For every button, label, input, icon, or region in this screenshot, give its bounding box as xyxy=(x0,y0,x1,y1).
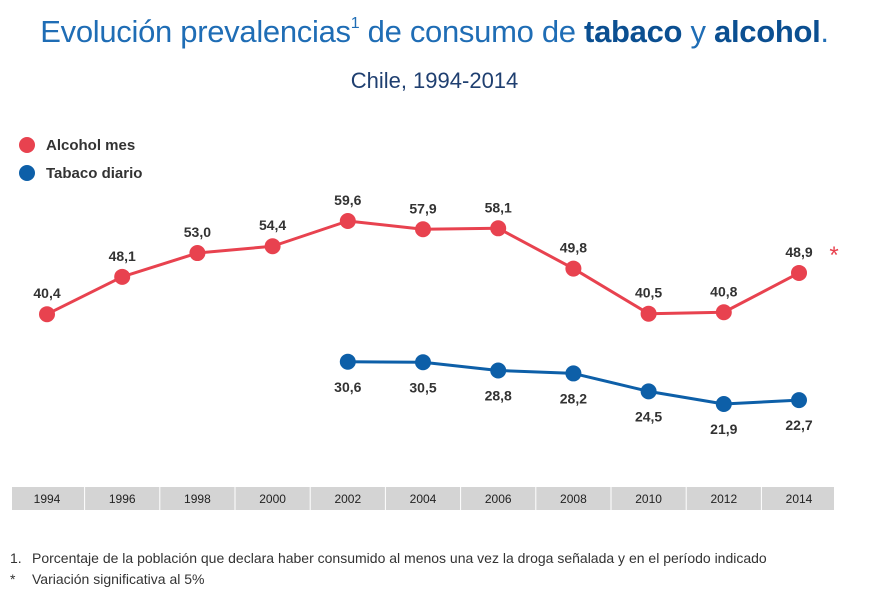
data-point-alcohol-mes xyxy=(415,221,431,238)
footnote-2: * Variación significativa al 5% xyxy=(10,569,767,590)
series-lines xyxy=(46,219,800,406)
data-label-alcohol-mes: 49,8 xyxy=(560,240,587,256)
data-label-alcohol-mes: 59,6 xyxy=(334,192,361,208)
x-tick-label: 2010 xyxy=(635,492,662,506)
data-point-tabaco-diario xyxy=(339,353,356,370)
data-label-tabaco-diario: 30,5 xyxy=(409,379,436,395)
chart-title: Evolución prevalencias1 de consumo de ta… xyxy=(0,14,869,50)
chart-subtitle: Chile, 1994-2014 xyxy=(350,68,519,93)
data-label-alcohol-mes: 53,0 xyxy=(184,224,211,240)
x-tick-label: 2008 xyxy=(560,492,587,506)
legend-marker-alcohol-mes xyxy=(19,137,35,153)
footnotes: 1. Porcentaje de la población que declar… xyxy=(10,548,767,590)
x-tick-label: 2000 xyxy=(259,492,286,506)
data-label-alcohol-mes: 58,1 xyxy=(485,199,512,215)
x-tick-cell xyxy=(611,487,686,510)
data-label-tabaco-diario: 28,2 xyxy=(560,390,587,406)
line-chart: Alcohol mes Tabaco diario 1994 1996 1998 200… xyxy=(12,137,839,510)
x-tick-label: 2014 xyxy=(786,492,813,506)
x-tick-label: 2006 xyxy=(485,492,512,506)
title-bold-tabaco: tabaco xyxy=(584,14,683,49)
x-tick-cell xyxy=(536,487,611,510)
footnote-2-text: Variación significativa al 5% xyxy=(32,571,205,587)
x-axis: 1994 1996 1998 2000 2002 2004 2006 2008 2010 2012… xyxy=(12,487,834,510)
data-point-alcohol-mes xyxy=(189,245,206,262)
data-label-alcohol-mes: 48,1 xyxy=(109,248,136,264)
x-tick-label: 2002 xyxy=(334,492,361,506)
data-label-alcohol-mes: 40,5 xyxy=(635,285,662,301)
title-bold-alcohol: alcohol xyxy=(714,14,821,49)
x-tick-cell xyxy=(686,487,761,510)
x-tick-cell xyxy=(160,487,235,510)
legend: Alcohol mes Tabaco diario xyxy=(19,137,142,182)
x-tick-cell xyxy=(310,487,385,510)
data-point-alcohol-mes xyxy=(715,304,732,321)
data-label-alcohol-mes: 40,4 xyxy=(33,285,60,301)
data-point-alcohol-mes xyxy=(565,260,582,277)
data-label-tabaco-diario: 21,9 xyxy=(710,421,737,437)
data-point-alcohol-mes xyxy=(114,268,131,285)
x-tick-cell xyxy=(761,487,834,510)
title-footnote-marker: 1 xyxy=(350,15,360,32)
data-point-tabaco-diario xyxy=(565,365,582,382)
title-part-3: y xyxy=(682,14,714,49)
x-tick-cell xyxy=(385,487,461,510)
data-label-alcohol-mes: 48,9 xyxy=(785,244,812,260)
footnote-1: 1. Porcentaje de la población que declar… xyxy=(10,548,767,569)
data-point-tabaco-diario xyxy=(715,396,732,412)
data-point-tabaco-diario xyxy=(640,383,657,400)
x-tick-cell xyxy=(85,487,160,510)
x-tick-label: 2012 xyxy=(710,492,737,506)
footnote-1-text: Porcentaje de la población que declara h… xyxy=(32,550,767,566)
data-label-tabaco-diario: 24,5 xyxy=(635,408,662,424)
footnote-1-mark: 1. xyxy=(10,550,22,566)
footnote-2-mark: * xyxy=(10,571,16,587)
title-part-2: de consumo de xyxy=(359,14,585,49)
data-label-tabaco-diario: 30,6 xyxy=(334,379,361,395)
x-tick-label: 1994 xyxy=(34,492,61,506)
data-point-tabaco-diario xyxy=(791,392,807,409)
x-tick-cell xyxy=(235,487,310,510)
data-label-alcohol-mes: 40,8 xyxy=(710,283,737,299)
x-tick-label: 1998 xyxy=(184,492,211,506)
data-point-tabaco-diario xyxy=(415,354,431,371)
data-point-alcohol-mes xyxy=(339,213,356,229)
data-point-alcohol-mes xyxy=(640,305,657,322)
data-point-alcohol-mes xyxy=(490,220,507,237)
significance-asterisk: * xyxy=(829,242,838,269)
x-tick-cell xyxy=(461,487,536,510)
data-label-alcohol-mes: 57,9 xyxy=(409,200,436,216)
data-point-alcohol-mes xyxy=(791,264,807,281)
x-tick-cell xyxy=(12,487,85,510)
title-part-4: . xyxy=(820,14,829,49)
data-point-tabaco-diario xyxy=(490,362,507,379)
x-tick-label: 2004 xyxy=(410,492,437,506)
data-label-tabaco-diario: 22,7 xyxy=(785,417,812,433)
legend-label-alcohol-mes: Alcohol mes xyxy=(46,137,135,154)
data-point-alcohol-mes xyxy=(264,238,281,255)
data-label-alcohol-mes: 54,4 xyxy=(259,217,286,233)
title-part-1: Evolución prevalencias xyxy=(40,14,351,49)
data-point-alcohol-mes xyxy=(39,306,55,323)
data-labels: 40,4 48,1 53,0 54,4 59,6 57,9 58,1 49,8 40,5 40,8… xyxy=(33,192,838,437)
legend-marker-tabaco-diario xyxy=(19,165,35,181)
legend-label-tabaco-diario: Tabaco diario xyxy=(46,165,142,182)
x-tick-label: 1996 xyxy=(109,492,136,506)
series-points xyxy=(39,213,807,412)
data-label-tabaco-diario: 28,8 xyxy=(485,388,512,404)
